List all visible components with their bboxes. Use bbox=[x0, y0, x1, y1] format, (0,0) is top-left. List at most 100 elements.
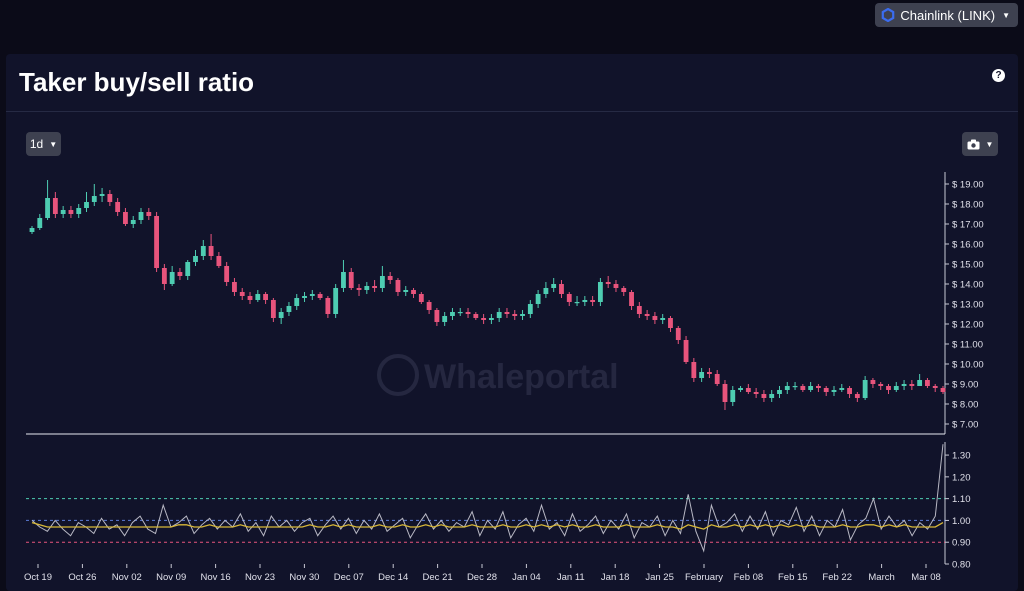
price-and-ratio-chart: Whaleportal $ 19.00 $ 18.00 $ 17.00 $ 16.00… bbox=[24, 172, 984, 583]
candle-body bbox=[629, 292, 634, 306]
candle-body bbox=[247, 296, 253, 300]
time-tick-label: Nov 09 bbox=[156, 572, 186, 583]
candle-body bbox=[348, 272, 354, 288]
time-tick-label: Dec 21 bbox=[423, 572, 453, 583]
candle-body bbox=[823, 388, 829, 392]
candle-body bbox=[940, 388, 946, 392]
candle-body bbox=[535, 294, 541, 304]
time-tick-label: Feb 08 bbox=[734, 572, 764, 583]
time-tick-label: February bbox=[685, 572, 723, 583]
timeframe-label: 1d bbox=[29, 137, 44, 151]
question-circle-icon[interactable]: ? bbox=[992, 69, 1005, 82]
candle-body bbox=[146, 212, 152, 216]
caret-down-icon: ▼ bbox=[49, 139, 58, 149]
candle-body bbox=[886, 386, 891, 390]
candle-body bbox=[699, 372, 705, 378]
candle-body bbox=[325, 298, 331, 314]
price-tick-label: $ 8.00 bbox=[952, 400, 978, 411]
chainlink-hexagon-icon bbox=[882, 8, 895, 22]
candlestick-series bbox=[29, 180, 946, 410]
candle-body bbox=[792, 386, 798, 388]
candle-body bbox=[691, 362, 697, 378]
screenshot-button[interactable]: ▼ bbox=[962, 132, 998, 156]
candle-body bbox=[644, 314, 650, 316]
candle-body bbox=[91, 196, 97, 202]
time-tick-label: Dec 07 bbox=[334, 572, 364, 583]
ratio-tick-label: 1.20 bbox=[952, 472, 971, 483]
price-tick-label: $ 19.00 bbox=[952, 180, 984, 191]
candle-body bbox=[76, 208, 82, 214]
price-tick-label: $ 11.00 bbox=[952, 340, 983, 351]
candle-body bbox=[60, 210, 66, 214]
time-tick-label: Jan 04 bbox=[512, 572, 541, 583]
candle-body bbox=[566, 294, 572, 302]
price-tick-label: $ 10.00 bbox=[952, 360, 984, 371]
candle-body bbox=[753, 392, 759, 394]
price-tick-label: $ 16.00 bbox=[952, 240, 984, 251]
time-tick-label: Nov 02 bbox=[112, 572, 142, 583]
candle-body bbox=[403, 290, 409, 292]
price-tick-label: $ 13.00 bbox=[952, 300, 984, 311]
time-tick-label: Mar 08 bbox=[911, 572, 941, 583]
candle-body bbox=[582, 300, 588, 302]
candle-body bbox=[932, 386, 938, 388]
candle-body bbox=[722, 384, 728, 402]
ratio-pane: 1.30 1.20 1.10 1.00 0.90 0.80 bbox=[26, 442, 971, 571]
time-tick-label: Nov 16 bbox=[201, 572, 231, 583]
candle-body bbox=[387, 276, 393, 280]
candle-body bbox=[551, 284, 557, 288]
candle-body bbox=[917, 380, 923, 386]
price-tick-label: $ 9.00 bbox=[952, 380, 978, 391]
candle-body bbox=[925, 380, 930, 386]
price-tick-label: $ 14.00 bbox=[952, 280, 984, 291]
candle-body bbox=[434, 310, 440, 322]
candle-body bbox=[115, 202, 121, 212]
candle-body bbox=[738, 388, 743, 390]
candle-body bbox=[99, 194, 105, 196]
chart-panel: Taker buy/sell ratio ? 1d ▼ ▼ Whaleporta… bbox=[6, 54, 1018, 591]
asset-selector-dropdown[interactable]: Chainlink (LINK) ▼ bbox=[875, 3, 1018, 27]
candle-body bbox=[496, 312, 502, 318]
candle-body bbox=[839, 388, 845, 390]
ratio-tick-label: 1.00 bbox=[952, 516, 971, 527]
candle-body bbox=[200, 246, 206, 256]
candle-body bbox=[418, 294, 424, 302]
candle-body bbox=[52, 198, 58, 214]
candle-body bbox=[893, 386, 899, 390]
candle-body bbox=[294, 298, 300, 306]
candle-body bbox=[543, 288, 549, 294]
candle-body bbox=[169, 272, 175, 284]
candle-body bbox=[45, 198, 50, 218]
candle-body bbox=[286, 306, 292, 312]
time-tick-label: Oct 19 bbox=[24, 572, 52, 583]
caret-down-icon: ▼ bbox=[985, 139, 994, 149]
candle-body bbox=[574, 302, 580, 304]
candle-body bbox=[185, 262, 191, 276]
candle-body bbox=[138, 212, 144, 220]
candle-body bbox=[270, 300, 276, 318]
candle-body bbox=[605, 282, 611, 284]
candle-body bbox=[652, 316, 658, 320]
time-tick-label: Dec 28 bbox=[467, 572, 497, 583]
ratio-average-line bbox=[31, 521, 944, 530]
time-tick-label: Jan 18 bbox=[601, 572, 630, 583]
candle-body bbox=[784, 386, 790, 390]
candle-body bbox=[317, 294, 323, 298]
candle-body bbox=[107, 194, 113, 202]
time-tick-label: Oct 26 bbox=[68, 572, 96, 583]
candle-body bbox=[668, 318, 673, 328]
candle-body bbox=[862, 380, 868, 398]
candle-body bbox=[621, 288, 627, 292]
candle-body bbox=[309, 294, 315, 296]
candle-body bbox=[520, 314, 525, 316]
time-tick-label: March bbox=[868, 572, 894, 583]
whaleportal-watermark: Whaleportal bbox=[377, 354, 619, 396]
candle-body bbox=[683, 340, 689, 362]
candle-body bbox=[816, 386, 821, 388]
candle-body bbox=[372, 286, 378, 288]
candle-body bbox=[37, 218, 43, 228]
timeframe-dropdown[interactable]: 1d ▼ bbox=[26, 132, 61, 156]
candle-body bbox=[364, 286, 370, 290]
candle-body bbox=[255, 294, 261, 300]
candle-body bbox=[613, 284, 619, 288]
